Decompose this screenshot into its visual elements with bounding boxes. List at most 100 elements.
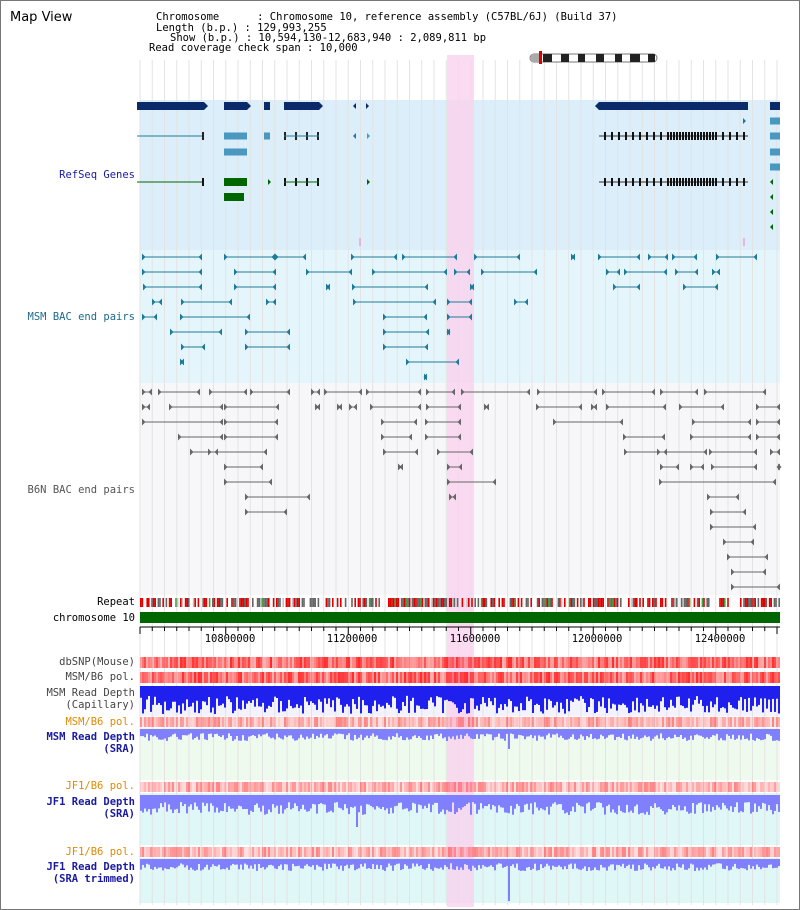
- jf1-sra-depth-bar: [260, 795, 262, 812]
- jf1-sra-depth-bar: [748, 795, 750, 803]
- msm-cap-depth-bar: [526, 686, 528, 697]
- dbsnp-strip: [506, 657, 508, 668]
- dbsnp-strip: [258, 657, 260, 668]
- msm-b6-pol2-strip: [318, 717, 320, 727]
- jf1-trim-depth-bar: [346, 859, 348, 865]
- msm-sra-depth-bar: [416, 729, 418, 739]
- jf1-trim-depth-bar: [524, 859, 526, 871]
- jf1-trim-depth-bar: [220, 859, 222, 870]
- msm-cap-depth-bar: [416, 686, 418, 706]
- dbsnp-strip: [204, 657, 206, 668]
- jf1-b6-pol2-strip: [142, 847, 144, 857]
- repeat-element: [610, 598, 612, 607]
- jf1-trim-depth-bar: [568, 859, 570, 865]
- msm-b6-pol-strip: [520, 672, 522, 683]
- msm-cap-depth-bar: [322, 686, 324, 713]
- msm-b6-pol2-strip: [206, 717, 208, 727]
- msm-b6-pol-strip: [670, 672, 672, 683]
- msm-cap-depth-bar: [606, 686, 608, 713]
- jf1-b6-pol2-strip: [478, 847, 480, 857]
- jf1-trim-depth-bar: [192, 859, 194, 870]
- jf1-sra-depth-bar: [444, 795, 446, 815]
- repeat-element: [722, 598, 724, 607]
- jf1-sra-depth-bar: [610, 795, 612, 813]
- strand-arrow: [259, 463, 263, 471]
- msm-b6-pol2-strip: [636, 717, 638, 727]
- msm-b6-pol-strip: [326, 672, 328, 683]
- msm-b6-pol2-strip: [312, 717, 314, 727]
- msm-cap-depth-bar: [376, 686, 378, 712]
- b6n-bac-label[interactable]: B6N BAC end pairs: [27, 484, 135, 496]
- repeat-element: [688, 598, 691, 607]
- repeat-element: [405, 598, 408, 607]
- jf1-b6-pol2-strip: [210, 847, 212, 857]
- msm-sra-depth-bar: [532, 729, 534, 739]
- msm-b6-pol2-strip: [506, 717, 508, 727]
- repeat-element: [431, 598, 433, 607]
- msm-cap-depth-bar: [204, 686, 206, 702]
- msm-bac-label[interactable]: MSM BAC end pairs: [27, 311, 135, 323]
- msm-b6-pol2-strip: [212, 717, 214, 727]
- msm-read-depth-cap-label: MSM Read Depth: [46, 687, 135, 699]
- jf1-sra-depth-bar: [440, 795, 442, 812]
- repeat-element: [412, 598, 414, 607]
- dbsnp-strip: [316, 657, 318, 668]
- strand-arrow: [492, 478, 496, 486]
- gene-exon: [688, 178, 690, 186]
- strand-arrow: [383, 328, 387, 336]
- dbsnp-strip: [740, 657, 742, 668]
- strand-arrow: [306, 493, 310, 501]
- refseq-genes-label[interactable]: RefSeq Genes: [59, 169, 135, 181]
- msm-b6-pol-strip: [354, 672, 356, 683]
- jf1-trim-depth-bar: [426, 859, 428, 869]
- msm-b6-pol2-strip: [248, 717, 250, 727]
- strand-arrow: [449, 493, 453, 501]
- jf1-b6-pol-strip: [380, 782, 382, 792]
- jf1-trim-depth-bar: [230, 859, 232, 866]
- dbsnp-strip: [148, 657, 150, 668]
- jf1-sra-depth-bar: [656, 795, 658, 808]
- msm-sra-depth-bar: [442, 729, 444, 739]
- jf1-sra-depth-bar: [390, 795, 392, 808]
- msm-b6-pol2-strip: [160, 717, 162, 727]
- msm-b6-pol-strip: [646, 672, 648, 683]
- jf1-sra-depth-bar: [190, 795, 192, 805]
- jf1-sra-depth-bar: [362, 795, 364, 815]
- msm-cap-depth-bar: [286, 686, 288, 709]
- jf1-b6-pol2-strip: [670, 847, 672, 857]
- jf1-sra-depth-bar: [160, 795, 162, 804]
- dbsnp-strip: [252, 657, 254, 668]
- strand-arrow: [693, 253, 697, 261]
- msm-cap-depth-bar: [206, 686, 208, 706]
- jf1-sra-depth-bar: [646, 795, 648, 812]
- msm-sra-depth-bar: [600, 729, 602, 735]
- jf1-sra-depth-bar: [374, 795, 376, 810]
- msm-b6-pol2-strip: [290, 717, 292, 727]
- jf1-b6-pol2-strip: [682, 847, 684, 857]
- dbsnp-strip: [596, 657, 598, 668]
- msm-sra-depth-bar: [388, 729, 390, 737]
- msm-sra-depth-bar: [716, 729, 718, 734]
- jf1-sra-depth-bar: [600, 795, 602, 804]
- jf1-trim-depth-bar: [562, 859, 564, 870]
- gene-exon: [743, 132, 745, 140]
- msm-b6-pol2-strip: [734, 717, 736, 727]
- gene-exon: [682, 178, 684, 186]
- jf1-b6-pol-strip: [746, 782, 748, 792]
- jf1-b6-pol2-strip: [148, 847, 150, 857]
- msm-b6-pol-strip: [596, 672, 598, 683]
- msm-b6-pol-strip: [580, 672, 582, 683]
- msm-b6-pol2-strip: [342, 717, 344, 727]
- msm-b6-pol2-strip: [364, 717, 366, 727]
- dbsnp-strip: [440, 657, 442, 668]
- dbsnp-strip: [278, 657, 280, 668]
- msm-b6-pol-strip: [674, 672, 676, 683]
- msm-b6-pol2-strip: [538, 717, 540, 727]
- jf1-b6-pol-strip: [528, 782, 530, 792]
- jf1-trim-depth-bar: [334, 859, 336, 864]
- jf1-sra-depth-bar: [666, 795, 668, 813]
- jf1-sra-depth-bar: [216, 795, 218, 808]
- dbsnp-strip: [150, 657, 152, 668]
- jf1-trim-depth-bar: [724, 859, 726, 870]
